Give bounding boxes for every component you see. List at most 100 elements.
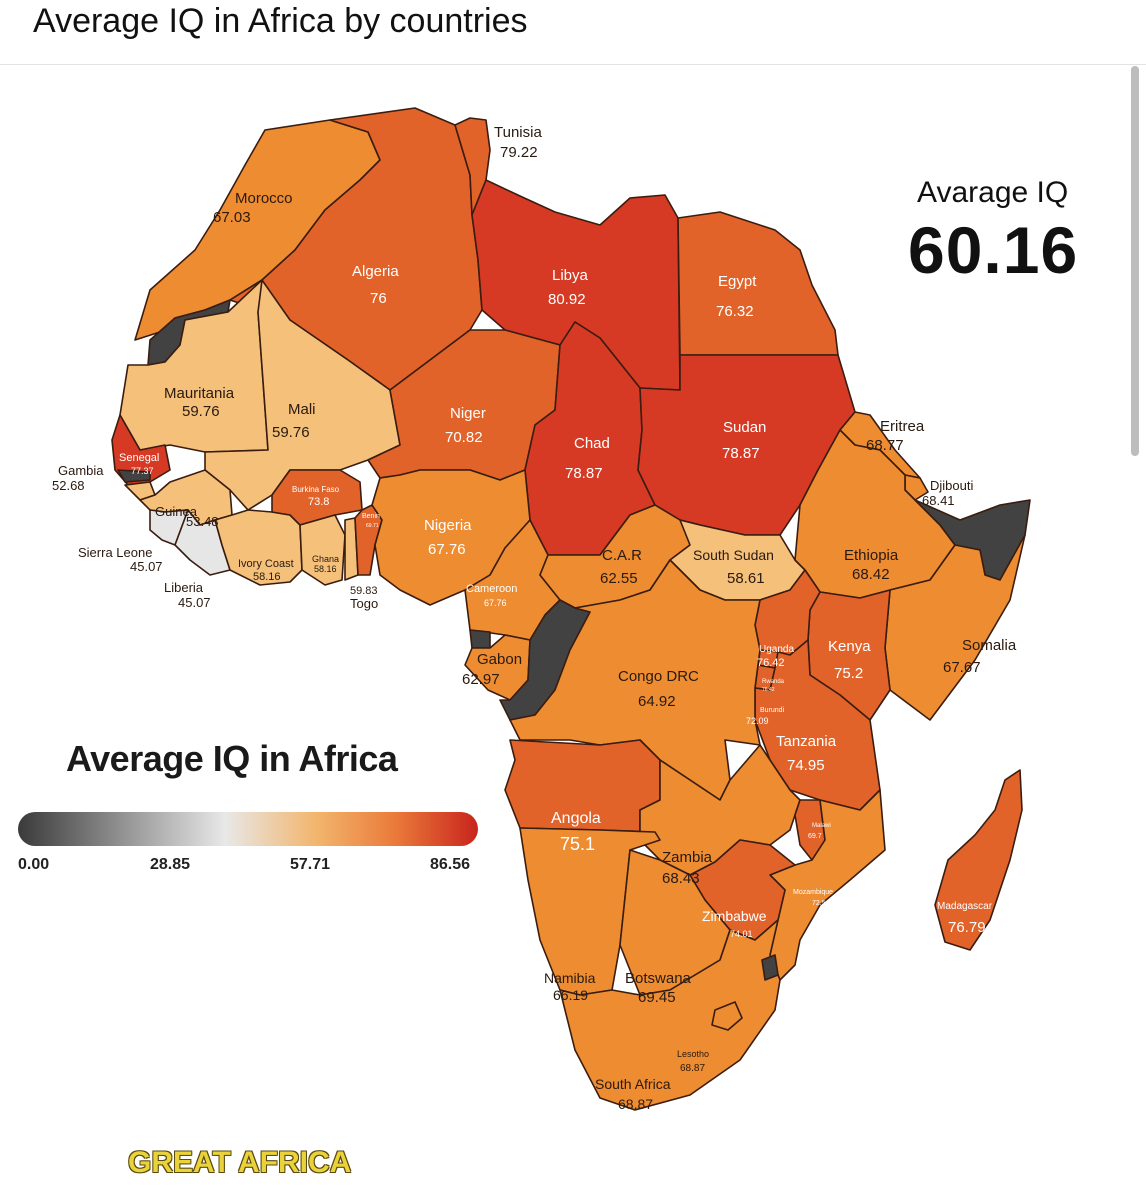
label-mozambique-value: 72.5 xyxy=(812,900,826,907)
label-madagascar-value: 76.79 xyxy=(948,919,986,936)
label-uganda-value: 76.42 xyxy=(757,657,785,669)
label-djibouti-name: Djibouti xyxy=(930,478,973,493)
label-guinea-name: Guinea xyxy=(155,504,198,519)
legend-tick-3: 86.56 xyxy=(430,856,471,873)
country-equatorial-guinea xyxy=(469,629,491,649)
label-guinea-value: 53.48 xyxy=(186,514,219,529)
label-sierra-leone-value: 45.07 xyxy=(130,559,163,574)
label-mauritania-name: Mauritania xyxy=(164,385,235,402)
legend-tick-0: 0.00 xyxy=(18,856,50,873)
label-sierra-leone-name: Sierra Leone xyxy=(78,545,152,560)
label-rwanda-value: 76.42 xyxy=(762,687,775,693)
label-mozambique-name: Mozambique xyxy=(793,889,833,896)
label-tunisia-value: 79.22 xyxy=(500,144,538,161)
country-eswatini xyxy=(761,954,779,981)
label-mali-name: Mali xyxy=(288,401,316,418)
africa-map-svg: Tunisia 79.22 Morocco 67.03 Algeria 76 L… xyxy=(52,107,1031,1112)
label-uganda-name: Uganda xyxy=(759,644,794,655)
label-mauritania-value: 59.76 xyxy=(182,403,220,420)
label-burkina-faso-name: Burkina Faso xyxy=(292,485,340,494)
country-namibia xyxy=(519,827,661,996)
label-gabon-name: Gabon xyxy=(477,651,522,668)
label-kenya-name: Kenya xyxy=(828,638,871,655)
label-botswana-value: 69.45 xyxy=(638,989,676,1006)
label-burundi-name: Burundi xyxy=(760,707,785,714)
label-ivory-coast-name: Ivory Coast xyxy=(238,558,294,570)
label-djibouti-value: 68.41 xyxy=(922,493,955,508)
label-lesotho-name: Lesotho xyxy=(677,1049,709,1059)
label-namibia-value: 66.19 xyxy=(553,987,588,1003)
label-senegal-name: Senegal xyxy=(119,452,159,464)
label-gambia-value: 52.68 xyxy=(52,478,85,493)
label-liberia-value: 45.07 xyxy=(178,595,211,610)
label-morocco-value: 67.03 xyxy=(213,209,251,226)
label-morocco-name: Morocco xyxy=(235,190,293,207)
label-eritrea-name: Eritrea xyxy=(880,418,925,435)
country-south-africa xyxy=(559,919,781,1111)
label-sudan-value: 78.87 xyxy=(722,445,760,462)
label-burkina-faso-value: 73.8 xyxy=(308,496,329,508)
country-lesotho xyxy=(711,1001,743,1031)
label-kenya-value: 75.2 xyxy=(834,665,863,682)
label-ivory-coast-value: 58.16 xyxy=(253,571,281,583)
label-ghana-name: Ghana xyxy=(312,554,339,564)
label-zimbabwe-value: 74.01 xyxy=(730,929,753,939)
label-chad-value: 78.87 xyxy=(565,465,603,482)
label-eritrea-value: 68.77 xyxy=(866,437,904,454)
label-somalia-value: 67.67 xyxy=(943,659,981,676)
label-ethiopia-value: 68.42 xyxy=(852,566,890,583)
label-congo-drc-name: Congo DRC xyxy=(618,668,699,685)
label-niger-name: Niger xyxy=(450,405,486,422)
average-iq-value: 60.16 xyxy=(908,213,1079,287)
label-somalia-name: Somalia xyxy=(962,637,1017,654)
label-car-name: C.A.R xyxy=(602,547,642,564)
label-car-value: 62.55 xyxy=(600,570,638,587)
label-liberia-name: Liberia xyxy=(164,580,204,595)
label-algeria-value: 76 xyxy=(370,290,387,307)
label-malawi-value: 69.7 xyxy=(808,833,822,840)
label-zambia-value: 68.43 xyxy=(662,870,700,887)
label-mali-value: 59.76 xyxy=(272,424,310,441)
label-tanzania-name: Tanzania xyxy=(776,733,837,750)
country-madagascar xyxy=(934,769,1023,951)
label-burundi-value: 72.09 xyxy=(746,716,769,726)
label-south-sudan-value: 58.61 xyxy=(727,570,765,587)
legend-tick-2: 57.71 xyxy=(290,856,331,873)
scrollbar[interactable] xyxy=(1131,66,1139,456)
country-gambia xyxy=(117,469,151,483)
country-burkina-faso xyxy=(271,469,363,526)
post-header: Average IQ in Africa by countries xyxy=(0,0,1146,65)
label-chad-name: Chad xyxy=(574,435,610,452)
label-gambia-name: Gambia xyxy=(58,463,104,478)
label-madagascar-name: Madagascar xyxy=(937,901,993,912)
label-ghana-value: 58.16 xyxy=(314,564,337,574)
label-zambia-name: Zambia xyxy=(662,849,713,866)
label-tanzania-value: 74.95 xyxy=(787,757,825,774)
label-algeria-name: Algeria xyxy=(352,263,399,280)
label-angola-name: Angola xyxy=(551,810,601,827)
label-togo-value: 59.83 xyxy=(350,585,378,597)
label-egypt-value: 76.32 xyxy=(716,303,754,320)
country-sudan xyxy=(637,354,856,536)
brand-watermark: GREAT AFRICA xyxy=(128,1146,352,1179)
label-namibia-name: Namibia xyxy=(544,970,596,986)
label-libya-value: 80.92 xyxy=(548,291,586,308)
label-south-sudan-name: South Sudan xyxy=(693,547,774,563)
legend-title: Average IQ in Africa xyxy=(66,738,398,779)
label-congo-drc-value: 64.92 xyxy=(638,693,676,710)
country-congo-drc xyxy=(509,559,761,801)
africa-iq-map: Tunisia 79.22 Morocco 67.03 Algeria 76 L… xyxy=(0,66,1146,1200)
label-libya-name: Libya xyxy=(552,267,589,284)
label-niger-value: 70.82 xyxy=(445,429,483,446)
country-ghana xyxy=(299,514,346,586)
label-benin-value: 69.71 xyxy=(366,523,379,529)
label-botswana-name: Botswana xyxy=(625,970,692,987)
label-malawi-name: Malawi xyxy=(812,823,831,829)
label-benin-name: Benin xyxy=(362,513,380,520)
label-gabon-value: 62.97 xyxy=(462,671,500,688)
label-tunisia-name: Tunisia xyxy=(494,124,542,141)
post-title: Average IQ in Africa by countries xyxy=(33,2,528,40)
average-iq-label: Avarage IQ xyxy=(917,176,1069,209)
label-rwanda-name: Rwanda xyxy=(762,679,785,685)
label-togo-name: Togo xyxy=(350,596,378,611)
